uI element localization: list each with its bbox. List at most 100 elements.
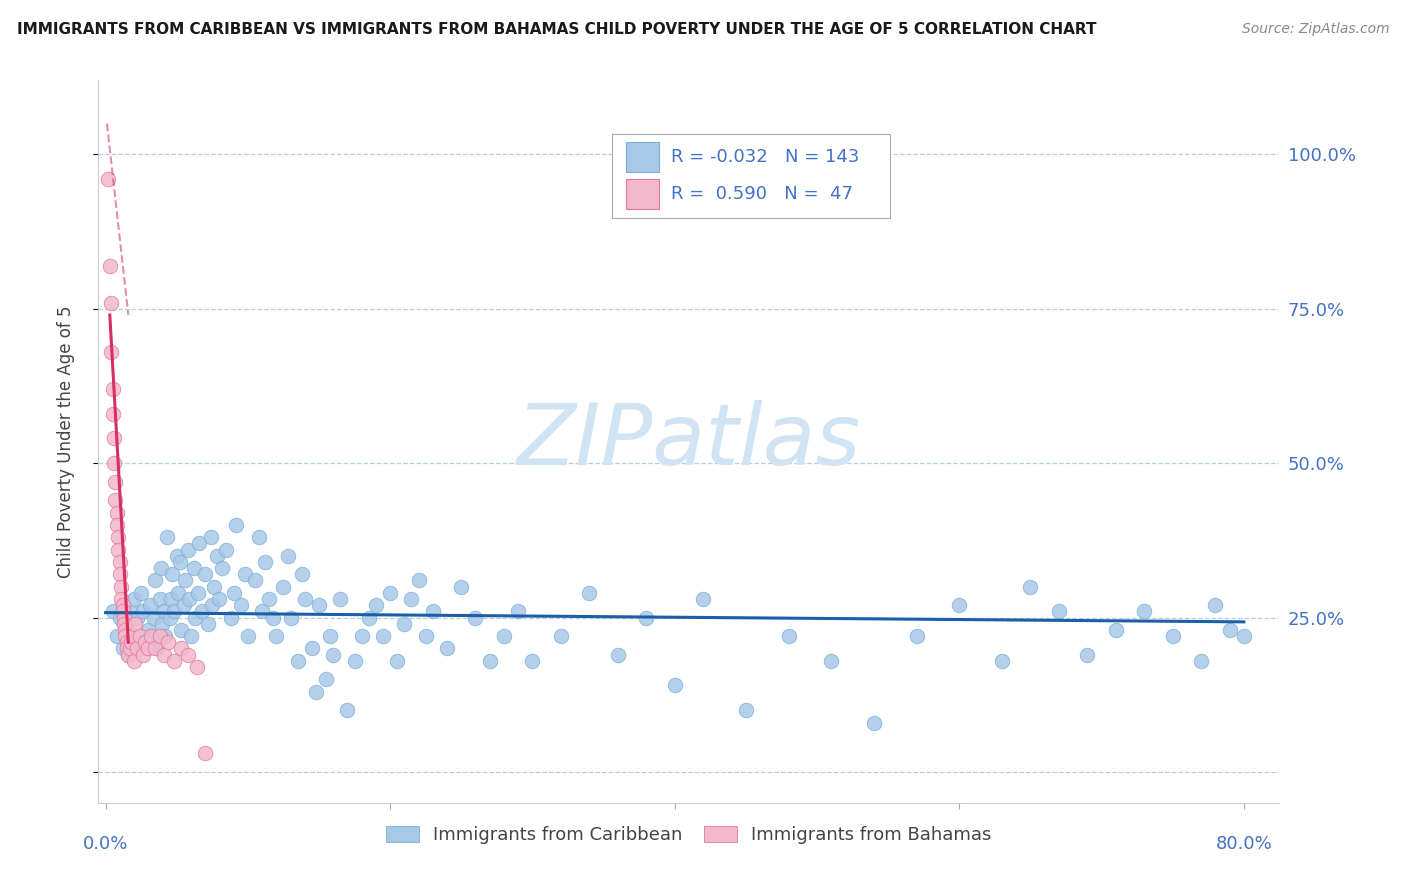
Point: [1019, 580, 1042, 594]
Point: [184, 610, 207, 624]
Point: [100, 345, 122, 359]
Point: [180, 629, 202, 643]
Point: [157, 635, 180, 649]
Point: [991, 654, 1014, 668]
Point: [301, 641, 323, 656]
Point: [636, 610, 658, 624]
Point: [177, 542, 200, 557]
Point: [350, 629, 373, 643]
Point: [508, 604, 530, 618]
Point: [343, 654, 366, 668]
Point: [111, 598, 134, 612]
Y-axis label: Child Poverty Under the Age of 5: Child Poverty Under the Age of 5: [56, 305, 75, 578]
Point: [357, 610, 380, 624]
Point: [464, 610, 486, 624]
Point: [778, 629, 800, 643]
Point: [257, 592, 280, 607]
Point: [134, 635, 156, 649]
Point: [122, 654, 145, 668]
FancyBboxPatch shape: [612, 135, 890, 218]
Point: [115, 623, 138, 637]
Point: [578, 586, 600, 600]
Point: [139, 629, 162, 643]
Text: IMMIGRANTS FROM CARIBBEAN VS IMMIGRANTS FROM BAHAMAS CHILD POVERTY UNDER THE AGE: IMMIGRANTS FROM CARIBBEAN VS IMMIGRANTS …: [17, 22, 1097, 37]
Point: [101, 407, 124, 421]
Point: [450, 580, 472, 594]
Point: [166, 549, 188, 563]
Point: [125, 641, 148, 656]
Point: [273, 580, 295, 594]
Point: [664, 678, 686, 692]
Point: [170, 641, 193, 656]
Point: [1047, 604, 1070, 618]
Point: [287, 654, 309, 668]
Point: [478, 654, 501, 668]
Point: [105, 506, 128, 520]
Point: [115, 641, 138, 656]
Point: [163, 604, 186, 618]
Point: [734, 703, 756, 717]
Text: 0.0%: 0.0%: [83, 835, 128, 854]
Point: [243, 574, 266, 588]
Point: [143, 641, 166, 656]
Point: [329, 592, 352, 607]
Point: [1076, 648, 1098, 662]
Point: [208, 592, 231, 607]
Point: [170, 623, 193, 637]
Point: [225, 517, 247, 532]
Point: [187, 586, 209, 600]
Point: [153, 604, 176, 618]
Point: [138, 598, 160, 612]
Point: [160, 592, 183, 607]
Point: [145, 641, 167, 656]
Point: [103, 456, 125, 470]
Point: [492, 629, 515, 643]
Point: [98, 259, 121, 273]
Point: [107, 530, 129, 544]
Point: [169, 555, 191, 569]
Point: [117, 648, 139, 662]
Point: [143, 574, 166, 588]
Text: 80.0%: 80.0%: [1216, 835, 1272, 854]
Text: R =  0.590   N =  47: R = 0.590 N = 47: [671, 185, 853, 202]
Point: [1233, 629, 1256, 643]
Point: [233, 567, 256, 582]
Point: [522, 654, 544, 668]
Point: [222, 586, 245, 600]
Point: [247, 530, 270, 544]
Point: [117, 648, 139, 662]
Point: [122, 592, 145, 607]
Point: [107, 542, 129, 557]
Point: [194, 567, 217, 582]
Point: [205, 549, 228, 563]
Legend: Immigrants from Caribbean, Immigrants from Bahamas: Immigrants from Caribbean, Immigrants fr…: [380, 819, 998, 852]
Point: [1161, 629, 1184, 643]
Point: [110, 580, 132, 594]
Point: [1219, 623, 1241, 637]
Point: [378, 586, 401, 600]
Point: [129, 586, 152, 600]
Point: [336, 703, 359, 717]
Point: [127, 635, 149, 649]
Point: [422, 604, 444, 618]
Point: [183, 561, 205, 575]
Text: ZIPatlas: ZIPatlas: [517, 400, 860, 483]
Point: [305, 684, 328, 698]
Point: [112, 616, 135, 631]
Point: [1189, 654, 1212, 668]
Point: [153, 648, 176, 662]
Point: [820, 654, 842, 668]
Point: [125, 610, 148, 624]
Point: [277, 549, 299, 563]
Point: [415, 629, 437, 643]
Point: [948, 598, 970, 612]
Point: [156, 530, 179, 544]
Text: Source: ZipAtlas.com: Source: ZipAtlas.com: [1241, 22, 1389, 37]
Point: [108, 567, 131, 582]
Point: [114, 623, 136, 637]
Point: [152, 616, 174, 631]
Point: [128, 629, 150, 643]
Point: [215, 542, 238, 557]
Point: [163, 654, 186, 668]
Point: [436, 641, 458, 656]
